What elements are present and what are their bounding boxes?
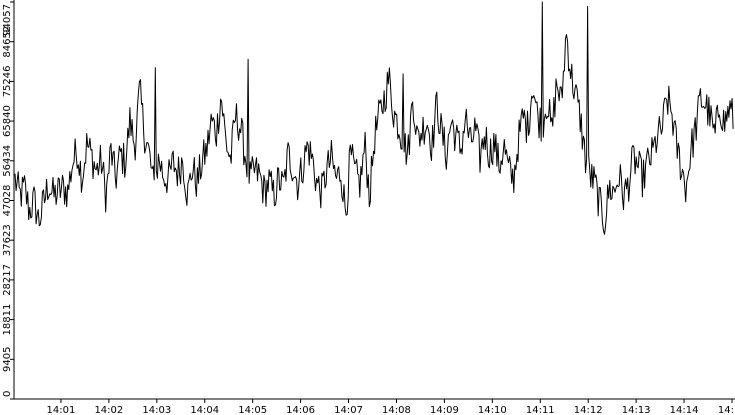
x-tick-label: 14:11 — [526, 405, 555, 415]
plot-area — [14, 1, 734, 235]
x-axis: 14:01 14:02 14:03 14:04 14:05 14:06 14:07 14:08… — [14, 398, 735, 415]
x-tick-label: 14:05 — [238, 405, 267, 415]
x-tick-label: 14:13 — [622, 405, 651, 415]
x-tick-label: 14:10 — [478, 405, 507, 415]
y-tick-label: 37623 — [2, 224, 13, 256]
x-tick-label: 14:07 — [334, 405, 363, 415]
x-tick-label: 14:01 — [47, 405, 76, 415]
series-line — [14, 1, 734, 235]
x-tick-label: 14:08 — [382, 405, 411, 415]
y-tick-label: 0 — [2, 391, 13, 397]
x-tick-label: 14:03 — [142, 405, 171, 415]
y-tick-label: 18811 — [2, 304, 13, 336]
x-tick-label: 14:12 — [574, 405, 603, 415]
x-tick-label: 14:04 — [190, 405, 219, 415]
x-tick-label: 14:09 — [430, 405, 459, 415]
y-axis: 0 9405 18811 28217 37623 47028 56434 65840 75246… — [2, 0, 15, 400]
y-tick-label: 65840 — [2, 105, 13, 137]
y-tick-label: 94057 — [2, 4, 13, 36]
y-tick-label: 47028 — [2, 185, 13, 217]
y-tick-label: 56434 — [2, 145, 13, 177]
x-tick-label: 14:06 — [286, 405, 315, 415]
x-tick-label: 14:14 — [670, 405, 699, 415]
x-tick-label: 14:02 — [94, 405, 123, 415]
x-tick-label: 14: — [718, 405, 734, 415]
y-tick-label: 84652 — [2, 26, 13, 58]
y-tick-label: 9405 — [2, 347, 13, 372]
y-tick-label: 75246 — [2, 65, 13, 97]
y-tick-label: 28217 — [2, 264, 13, 296]
